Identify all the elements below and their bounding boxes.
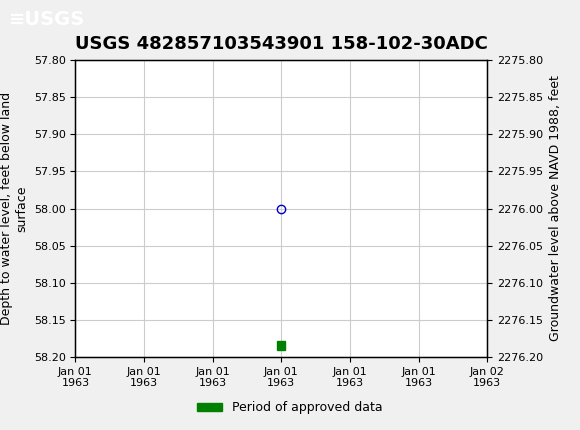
Y-axis label: Groundwater level above NAVD 1988, feet: Groundwater level above NAVD 1988, feet — [549, 76, 561, 341]
Bar — [277, 341, 285, 350]
Text: ≡USGS: ≡USGS — [9, 10, 85, 29]
Y-axis label: Depth to water level, feet below land
surface: Depth to water level, feet below land su… — [0, 92, 28, 325]
Legend: Period of approved data: Period of approved data — [192, 396, 388, 419]
Title: USGS 482857103543901 158-102-30ADC: USGS 482857103543901 158-102-30ADC — [75, 35, 488, 53]
